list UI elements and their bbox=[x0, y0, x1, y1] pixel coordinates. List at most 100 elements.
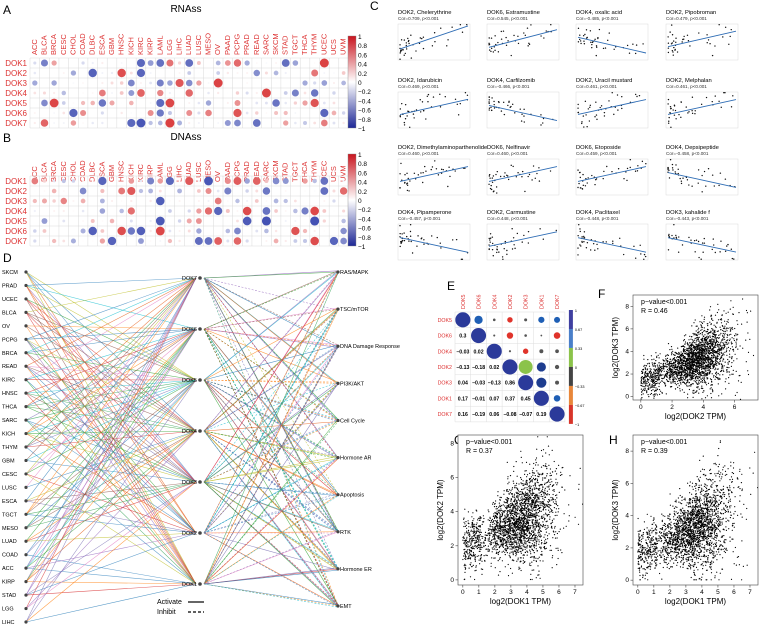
scatter-point bbox=[557, 482, 559, 484]
scatter-point bbox=[676, 356, 679, 358]
cancer-gene-link bbox=[25, 379, 197, 569]
scatter-point bbox=[509, 509, 511, 511]
scatter-point bbox=[700, 333, 702, 335]
scatter-point bbox=[554, 537, 557, 539]
x-tick-label: 2 bbox=[493, 589, 497, 596]
scatter-point bbox=[703, 316, 706, 318]
drug-point bbox=[730, 106, 733, 108]
column-label: KIRC bbox=[136, 36, 145, 55]
scatter-point bbox=[468, 532, 470, 534]
drug-point bbox=[691, 96, 694, 98]
panel-d: D SKCMPRADUCECBLCAOVPCPGBRCAREADKIRCHNSC… bbox=[2, 251, 400, 624]
scatter-point bbox=[700, 366, 702, 368]
scatter-point bbox=[672, 364, 674, 367]
column-label: LIHC bbox=[175, 37, 184, 55]
scatter-point bbox=[693, 344, 695, 346]
scatter-point bbox=[517, 496, 519, 498]
cell-bubble bbox=[207, 82, 210, 84]
drug-point bbox=[505, 36, 507, 39]
scatter-point bbox=[704, 352, 706, 354]
cell-bubble bbox=[167, 238, 173, 244]
drug-point bbox=[673, 46, 675, 49]
scatter-point bbox=[707, 372, 709, 374]
drug-trend-line bbox=[667, 30, 737, 48]
drug-point bbox=[555, 229, 557, 232]
scatter-point bbox=[650, 386, 652, 388]
column-label: THCA bbox=[300, 35, 309, 55]
cell-bubble bbox=[72, 82, 75, 84]
scatter-point bbox=[702, 370, 704, 373]
drug-point bbox=[694, 251, 696, 253]
scatter-point bbox=[651, 384, 653, 386]
gene-pathway-activate-link bbox=[203, 271, 339, 534]
drug-point bbox=[407, 110, 409, 112]
scatter-point bbox=[675, 366, 677, 368]
corr-colorbar-segment bbox=[568, 366, 573, 386]
scatter-point bbox=[708, 352, 711, 355]
scatter-point bbox=[696, 390, 698, 392]
drug-point bbox=[680, 116, 682, 119]
drug-point bbox=[606, 165, 608, 168]
scatter-point bbox=[694, 378, 697, 380]
scatter-point bbox=[703, 376, 705, 378]
scatter-point bbox=[662, 363, 665, 365]
scatter-point bbox=[683, 372, 685, 374]
column-label: PRAD bbox=[242, 34, 251, 55]
scatter-point bbox=[724, 334, 726, 336]
drug-point bbox=[404, 174, 406, 176]
scatter-point bbox=[724, 332, 726, 334]
gene-pathway-inhibit-link bbox=[203, 328, 339, 607]
scatter-point bbox=[683, 381, 685, 384]
drug-plot-frame bbox=[486, 223, 560, 261]
scatter-point bbox=[684, 376, 687, 378]
drug-point bbox=[672, 51, 674, 53]
cell-bubble bbox=[91, 210, 94, 212]
scatter-point bbox=[660, 370, 663, 372]
scatter-point bbox=[706, 373, 709, 375]
drug-point bbox=[409, 126, 411, 128]
scatter-point bbox=[549, 481, 551, 483]
corr-colorbar-label: 0.33 bbox=[575, 347, 582, 351]
scatter-point bbox=[643, 382, 645, 384]
cell-bubble bbox=[313, 121, 317, 125]
scatter-point bbox=[737, 380, 740, 382]
drug-point bbox=[583, 235, 585, 238]
scatter-point bbox=[705, 341, 707, 343]
scatter-point bbox=[715, 352, 717, 354]
colorbar-label: −0.4 bbox=[358, 98, 371, 105]
scatter-point bbox=[530, 485, 532, 487]
scatter-point bbox=[502, 543, 504, 545]
scatter-point bbox=[675, 367, 678, 369]
scatter-point bbox=[656, 394, 659, 396]
scatter-point bbox=[673, 359, 675, 361]
scatter-point bbox=[655, 387, 657, 389]
cancer-node-label: KICH bbox=[2, 432, 15, 438]
drug-point bbox=[439, 106, 442, 108]
cancer-gene-link bbox=[25, 277, 197, 596]
scatter-point bbox=[695, 342, 697, 344]
scatter-point bbox=[745, 361, 747, 363]
scatter-point bbox=[696, 360, 698, 362]
scatter-point bbox=[672, 358, 674, 360]
drug-point bbox=[421, 37, 423, 40]
scatter-point bbox=[672, 382, 674, 384]
drug-point bbox=[534, 177, 536, 179]
scatter-point bbox=[697, 372, 699, 375]
scatter-point bbox=[700, 363, 702, 365]
drug-point bbox=[591, 46, 593, 49]
scatter-point bbox=[719, 334, 721, 336]
scatter-point bbox=[683, 359, 686, 361]
scatter-point bbox=[672, 379, 674, 381]
drug-point bbox=[582, 173, 584, 176]
scatter-point bbox=[534, 479, 536, 481]
scatter-point bbox=[643, 386, 645, 388]
gene-pathway-inhibit-link bbox=[203, 583, 339, 608]
scatter-point bbox=[693, 380, 695, 382]
scatter-point bbox=[553, 460, 555, 463]
scatter-point bbox=[706, 359, 708, 361]
scatter-point bbox=[714, 314, 717, 316]
drug-point bbox=[671, 167, 674, 169]
cell-bubble bbox=[293, 199, 297, 203]
scatter-point bbox=[656, 374, 658, 377]
